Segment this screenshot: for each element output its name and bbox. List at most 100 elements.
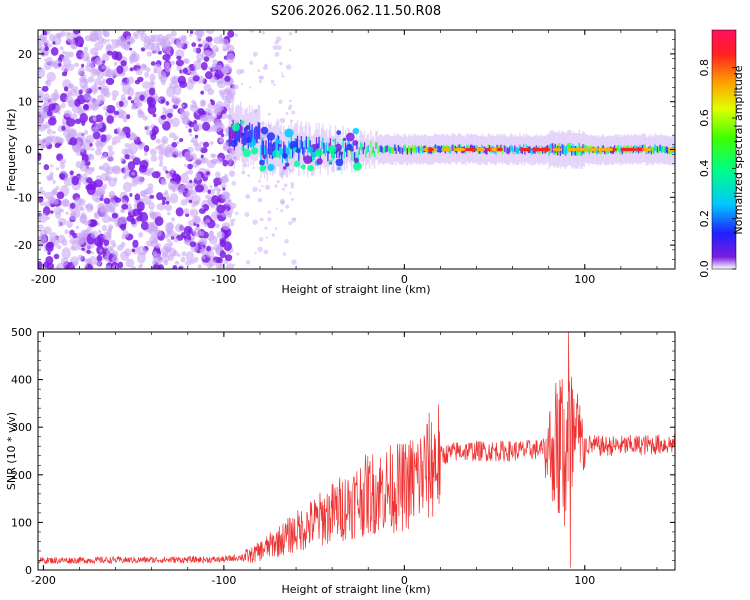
noise-speckle — [43, 93, 50, 101]
signal-core — [576, 146, 578, 156]
noise-speckle — [219, 176, 228, 184]
signal-blob — [282, 165, 287, 170]
signal-core — [440, 145, 443, 152]
colorbar-tick-label: 0.0 — [698, 260, 711, 278]
noise-speckle — [201, 220, 206, 225]
signal-blob — [230, 139, 238, 148]
signal-core — [434, 144, 436, 151]
signal-core — [568, 142, 570, 153]
noise-speckle — [135, 68, 143, 76]
signal-peak — [552, 147, 563, 152]
noise-speckle — [203, 56, 210, 63]
noise-speckle — [230, 222, 235, 227]
noise-speckle — [183, 208, 190, 215]
signal-core — [390, 146, 392, 154]
noise-speckle — [43, 102, 50, 110]
signal-core — [368, 150, 371, 158]
signal-core — [411, 144, 414, 152]
signal-core — [464, 147, 467, 155]
noise-speckle — [159, 159, 164, 165]
noise-speckle — [89, 143, 93, 147]
signal-core — [256, 126, 258, 144]
noise-speckle — [183, 225, 193, 236]
noise-speckle — [66, 117, 76, 127]
signal-core — [663, 146, 665, 153]
spectrogram-y-tick-label: 20 — [18, 48, 32, 61]
signal-core — [420, 144, 423, 152]
noise-speckle — [45, 79, 52, 87]
noise-speckle — [259, 217, 264, 222]
signal-core — [510, 144, 512, 152]
signal-core — [264, 145, 266, 162]
noise-speckle — [275, 207, 278, 210]
noise-speckle — [219, 122, 224, 127]
noise-speckle — [87, 219, 91, 225]
signal-blob — [307, 164, 314, 172]
signal-core — [564, 146, 567, 157]
signal-core — [650, 147, 652, 155]
noise-speckle — [258, 75, 262, 80]
noise-speckle — [261, 185, 264, 188]
signal-core — [325, 142, 328, 153]
noise-speckle — [209, 263, 214, 268]
spectrogram-y-tick-label: -10 — [14, 191, 32, 204]
noise-speckle — [153, 63, 162, 74]
noise-speckle — [233, 156, 237, 161]
noise-speckle — [38, 261, 43, 269]
snr-y-tick-label: 0 — [25, 564, 32, 577]
noise-speckle — [102, 106, 108, 111]
noise-speckle — [107, 145, 113, 151]
noise-speckle — [96, 175, 102, 180]
snr-y-tick-label: 100 — [11, 516, 32, 529]
signal-core — [272, 142, 275, 158]
noise-speckle — [209, 185, 213, 189]
signal-core — [229, 127, 232, 147]
signal-core — [619, 148, 621, 155]
noise-speckle — [38, 44, 43, 49]
signal-blob — [231, 123, 240, 132]
noise-speckle — [274, 184, 278, 188]
noise-speckle — [276, 179, 280, 184]
signal-core — [419, 147, 421, 154]
noise-speckle — [151, 171, 161, 179]
noise-speckle — [99, 98, 104, 105]
signal-core — [344, 142, 347, 152]
signal-core — [453, 144, 455, 152]
noise-speckle — [158, 154, 164, 161]
noise-speckle — [165, 170, 169, 174]
signal-core — [507, 147, 510, 155]
signal-core — [365, 150, 367, 158]
noise-speckle — [289, 99, 292, 103]
noise-speckle — [96, 254, 103, 262]
signal-core — [562, 144, 564, 154]
noise-speckle — [289, 104, 293, 108]
noise-speckle — [154, 216, 164, 227]
signal-blob — [336, 130, 342, 136]
snr-x-axis-label: Height of straight line (km) — [281, 583, 430, 596]
noise-speckle — [127, 161, 136, 171]
noise-speckle — [51, 130, 56, 135]
noise-speckle — [175, 59, 184, 67]
noise-speckle — [282, 252, 287, 256]
snr-y-tick-label: 400 — [11, 374, 32, 387]
signal-core — [372, 146, 375, 154]
noise-speckle — [257, 246, 263, 253]
signal-blob — [262, 165, 267, 170]
noise-speckle — [74, 36, 85, 48]
noise-speckle — [232, 263, 236, 267]
noise-speckle — [82, 104, 89, 111]
noise-speckle — [284, 238, 289, 244]
noise-speckle — [205, 36, 213, 43]
noise-speckle — [54, 142, 61, 149]
noise-speckle — [152, 250, 158, 257]
noise-speckle — [198, 237, 208, 246]
noise-speckle — [218, 89, 223, 94]
noise-speckle — [267, 112, 271, 116]
signal-core — [402, 145, 405, 153]
noise-speckle — [183, 58, 190, 65]
signal-blob — [352, 127, 360, 135]
noise-speckle — [136, 176, 144, 185]
noise-speckle — [193, 123, 203, 131]
noise-speckle — [274, 40, 279, 45]
